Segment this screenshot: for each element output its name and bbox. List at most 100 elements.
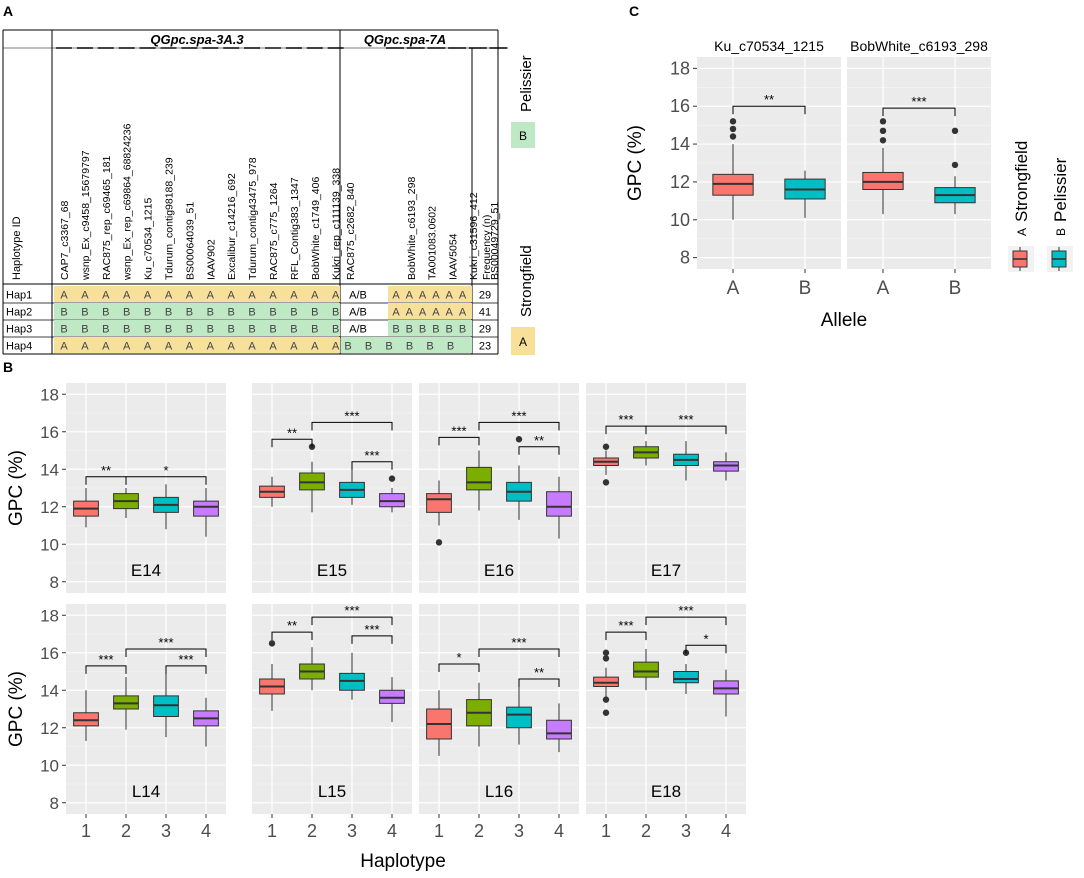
- allele-cell: A: [248, 341, 256, 353]
- allele-cell: B: [60, 307, 67, 319]
- haplotype-id-header: Haplotype ID: [11, 216, 23, 280]
- allele-cell: A: [60, 341, 68, 353]
- allele-cell: B: [248, 324, 255, 336]
- pelissier-legend-label: Pelissier: [518, 55, 535, 112]
- allele-cell: B: [459, 324, 466, 336]
- x-tick-label: 4: [387, 821, 397, 841]
- facet-title: E15: [317, 561, 347, 580]
- marker-label: RFL_Contig383_1347: [289, 177, 301, 280]
- row-fill-group1: [54, 320, 340, 336]
- allele-cell: A/B: [349, 324, 367, 336]
- allele-cell: B: [446, 324, 453, 336]
- outlier-point: [602, 649, 610, 656]
- allele-cell: B: [165, 324, 172, 336]
- allele-cell: A: [311, 290, 319, 302]
- significance-bracket: [518, 446, 560, 455]
- allele-cell: B: [81, 324, 88, 336]
- haplotype-table: QGpc.spa-3A.3 QGpc.spa-7A Haplotype ID CAP7…: [2, 29, 535, 355]
- box: [633, 661, 659, 678]
- x-tick-label: 1: [81, 821, 91, 841]
- allele-cell: B: [392, 324, 399, 336]
- strongfield-legend-key: [511, 327, 535, 355]
- allele-cell: A: [165, 341, 173, 353]
- facet-title: L15: [318, 782, 346, 801]
- allele-cell: B: [365, 341, 372, 353]
- y-axis-title: GPC (%): [625, 125, 646, 201]
- row-id: Hap1: [6, 290, 32, 302]
- row-fill-group1: [54, 286, 340, 302]
- significance-label: ***: [364, 448, 379, 463]
- facet-title: L14: [132, 782, 160, 801]
- outlier-point: [602, 443, 610, 450]
- allele-cell: A: [186, 341, 194, 353]
- marker-label: wsnp_Ex_c9458_15679797: [80, 150, 92, 281]
- panel-b-label: B: [3, 359, 13, 375]
- allele-cell: A: [432, 290, 440, 302]
- legend-key-letter: A: [1015, 228, 1029, 236]
- y-tick-label: 8: [680, 248, 690, 268]
- allele-cell: A: [269, 290, 277, 302]
- pelissier-legend-key: [511, 122, 535, 148]
- allele-cell: B: [290, 324, 297, 336]
- row-fill-group2: [388, 303, 472, 319]
- y-tick-label: 8: [50, 573, 59, 592]
- significance-label: ***: [511, 408, 526, 423]
- allele-cell: A: [123, 341, 131, 353]
- marker-label: RAC875_c775_1264: [268, 182, 280, 280]
- significance-label: **: [287, 425, 297, 440]
- outlier-point: [602, 655, 610, 662]
- strongfield-legend-label: Strongfield: [518, 245, 535, 317]
- x-tick-label: 3: [514, 821, 524, 841]
- y-tick-label: 14: [40, 460, 59, 479]
- x-tick-label: 2: [474, 821, 484, 841]
- allele-cell: A: [459, 307, 467, 319]
- allele-cell: A: [311, 341, 319, 353]
- significance-label: ***: [344, 603, 359, 618]
- outlier-point: [602, 479, 610, 486]
- allele-cell: A: [392, 290, 400, 302]
- allele-cell: A: [102, 341, 110, 353]
- allele-cell: A: [186, 290, 194, 302]
- significance-label: ***: [451, 423, 466, 438]
- significance-label: ***: [618, 412, 633, 427]
- significance-bracket: [685, 644, 727, 654]
- allele-cell: A: [459, 290, 467, 302]
- box: [506, 706, 532, 729]
- allele-cell: B: [228, 324, 235, 336]
- marker-label: IAAV902: [205, 239, 217, 280]
- outlier-point: [602, 696, 610, 703]
- marker-label: CAP7_c3367_68: [59, 200, 71, 280]
- legend-label: Strongfield: [1012, 141, 1031, 222]
- significance-label: ***: [98, 652, 113, 667]
- box: [193, 500, 219, 517]
- allele-cell: A/B: [349, 290, 367, 302]
- marker-label: BobWhite_c6193_298: [406, 177, 418, 280]
- allele-cell: A: [290, 341, 298, 353]
- marker-label: IAAV5054: [447, 233, 459, 280]
- allele-cell: A: [269, 341, 277, 353]
- allele-cell: B: [447, 341, 454, 353]
- frequency-header: Frequency (n): [481, 215, 493, 280]
- facet-title: L16: [485, 782, 513, 801]
- significance-label: ***: [678, 412, 693, 427]
- facet-title: E17: [651, 561, 681, 580]
- allele-cell: A: [228, 341, 236, 353]
- allele-cell: A: [446, 290, 454, 302]
- x-tick-label: 2: [121, 821, 131, 841]
- row-fill-group2: [388, 320, 472, 336]
- significance-label: ***: [678, 603, 693, 618]
- legend-key-letter: B: [1054, 228, 1068, 236]
- strongfield-legend-letter: A: [519, 335, 527, 349]
- group-2-title: QGpc.spa-7A: [364, 32, 446, 47]
- y-tick-label: 16: [40, 423, 59, 442]
- allele-cell: B: [419, 324, 426, 336]
- facet-title: Ku_c70534_1215: [714, 38, 824, 54]
- allele-cell: B: [144, 324, 151, 336]
- significance-label: **: [101, 463, 111, 478]
- allele-cell: B: [426, 341, 433, 353]
- allele-cell: B: [207, 307, 214, 319]
- allele-cell: B: [186, 307, 193, 319]
- significance-label: ***: [618, 618, 633, 633]
- y-tick-label: 12: [670, 172, 690, 192]
- box: [546, 491, 572, 517]
